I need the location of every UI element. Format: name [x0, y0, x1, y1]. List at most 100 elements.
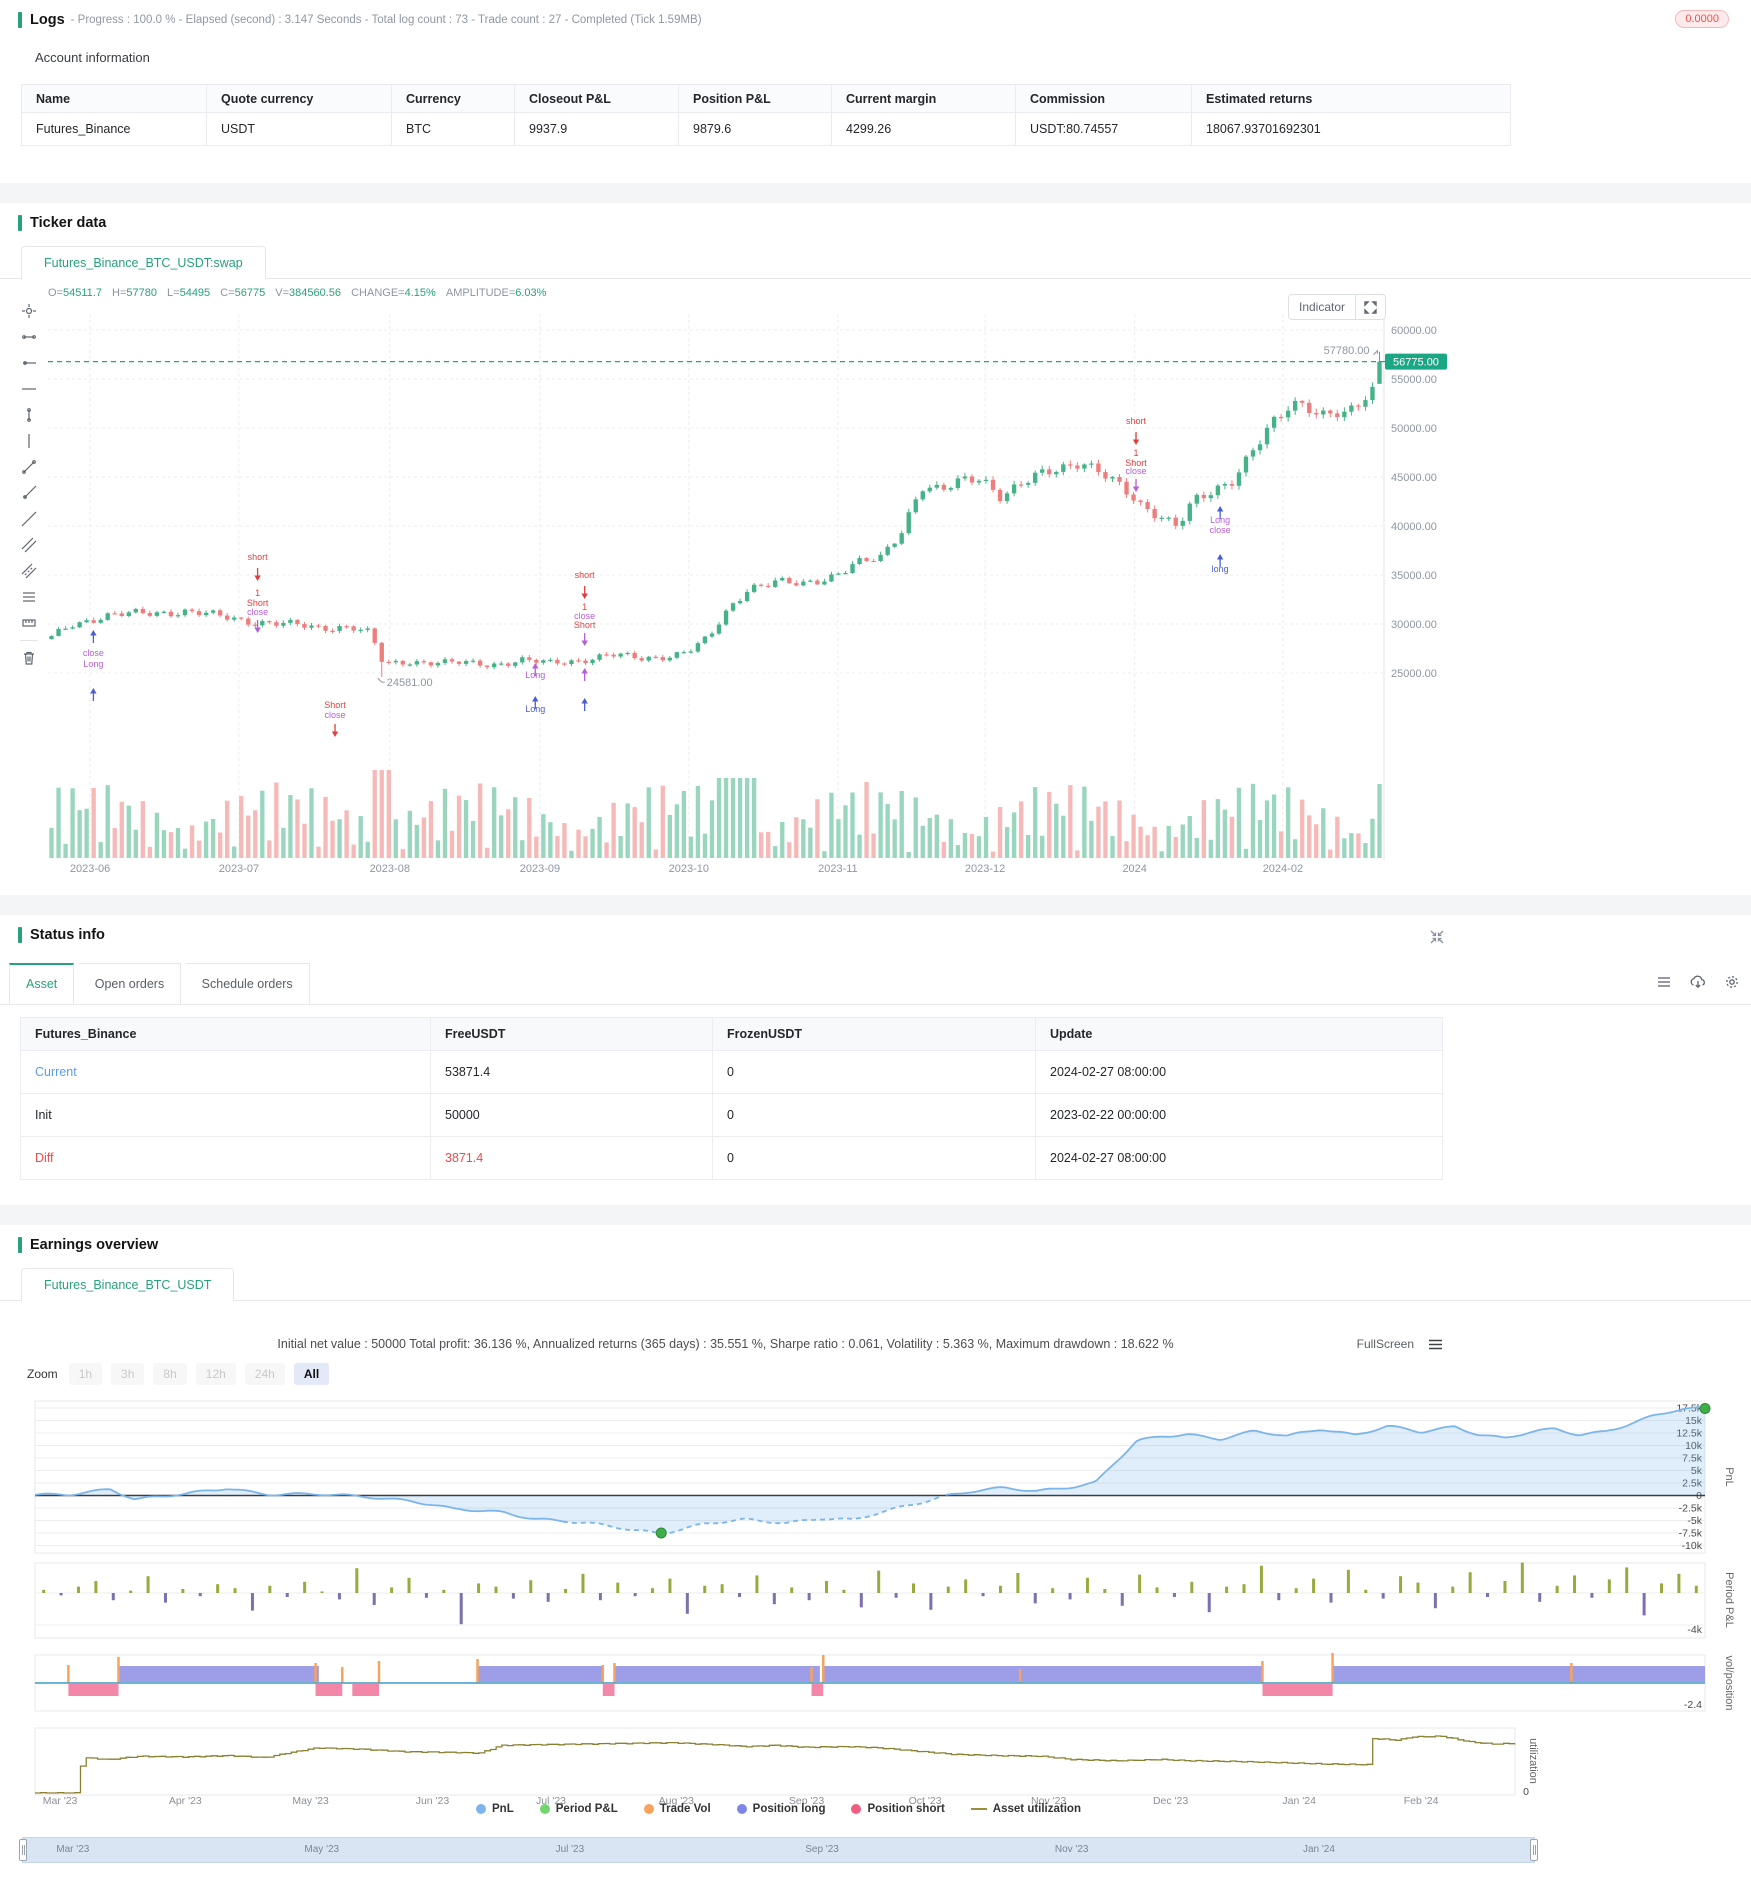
svg-text:Apr '23: Apr '23 — [169, 1795, 202, 1807]
tool-measure-icon[interactable] — [18, 614, 40, 632]
svg-text:40000.00: 40000.00 — [1391, 521, 1437, 533]
tool-horizontal-segment-icon[interactable] — [18, 328, 40, 346]
candlestick-chart[interactable]: O=54511.7 H=57780 L=54495 C=56775 V=3845… — [0, 278, 1751, 878]
log-error-badge[interactable]: 0.0000 — [1675, 10, 1729, 28]
tool-crosshair-icon[interactable] — [18, 302, 40, 320]
svg-text:close: close — [325, 710, 346, 720]
zoom-all-button[interactable]: All — [293, 1363, 330, 1385]
zoom-12h-button[interactable]: 12h — [195, 1363, 236, 1385]
earnings-chart[interactable]: 17.5k15k12.5k10k7.5k5k2.5k0-2.5k-5k-7.5k… — [0, 1393, 1751, 1808]
ticker-tabs: Futures_Binance_BTC_USDT:swap — [0, 245, 1751, 280]
legend-dot — [643, 1804, 654, 1814]
tool-vertical-line-icon[interactable] — [18, 432, 40, 450]
hamburger-menu-icon[interactable] — [1428, 1338, 1443, 1351]
trade-marker: Long Long — [525, 663, 545, 714]
cloud-download-icon[interactable] — [1689, 973, 1707, 991]
expand-icon[interactable] — [1356, 300, 1385, 314]
tool-fibonacci-icon[interactable] — [18, 588, 40, 606]
legend-item-asset-utilization[interactable]: Asset utilization — [970, 1803, 1081, 1815]
svg-text:-2.4: -2.4 — [1684, 1699, 1702, 1711]
svg-text:7.5k: 7.5k — [1682, 1453, 1703, 1465]
zoom-24h-button[interactable]: 24h — [244, 1363, 285, 1385]
cell-frozen-usdt: 0 — [712, 1136, 1036, 1180]
status-title: Status info — [30, 927, 105, 943]
trash-icon[interactable] — [18, 649, 40, 667]
fullscreen-label[interactable]: FullScreen — [1356, 1337, 1414, 1351]
ohlc-value: 57780 — [126, 287, 157, 299]
chart-legend: PnL Period P&L Trade Vol Position long P… — [0, 1803, 1557, 1815]
legend-label: Asset utilization — [992, 1803, 1081, 1815]
ticker-symbol-tab[interactable]: Futures_Binance_BTC_USDT:swap — [21, 246, 266, 280]
svg-text:30000.00: 30000.00 — [1391, 619, 1437, 631]
fullscreen-control[interactable]: FullScreen — [1357, 1337, 1443, 1351]
svg-text:-4k: -4k — [1687, 1624, 1702, 1636]
navigator-right-handle[interactable] — [1530, 1839, 1538, 1861]
tool-horizontal-line-icon[interactable] — [18, 380, 40, 398]
earnings-symbol-tab[interactable]: Futures_Binance_BTC_USDT — [21, 1268, 235, 1302]
svg-text:0: 0 — [1523, 1786, 1529, 1798]
column-header: Commission — [1015, 84, 1192, 113]
tool-parallel-lines-icon[interactable] — [18, 536, 40, 554]
current-price-badge: 56775.00 — [1385, 353, 1447, 370]
tool-horizontal-ray-icon[interactable] — [18, 354, 40, 372]
zoom-8h-button[interactable]: 8h — [153, 1363, 187, 1385]
svg-text:Long: Long — [525, 670, 545, 680]
svg-text:2023-11: 2023-11 — [818, 863, 858, 875]
account-information-table: Name Quote currency Currency Closeout P&… — [21, 84, 1511, 146]
navigator-left-handle[interactable] — [19, 1839, 27, 1861]
zoom-3h-button[interactable]: 3h — [111, 1363, 145, 1385]
svg-text:Short: Short — [247, 598, 269, 608]
tool-vertical-segment-icon[interactable] — [18, 406, 40, 424]
menu-icon[interactable] — [1655, 973, 1673, 991]
cell-currency: BTC — [391, 112, 515, 146]
ohlc-label: H= — [112, 287, 127, 299]
legend-dot — [736, 1804, 747, 1814]
earnings-tabs: Futures_Binance_BTC_USDT — [0, 1267, 1751, 1302]
candlestick-plot[interactable]: 2023-06 2023-07 2023-08 2023-09 2023-10 2023-… — [0, 278, 1751, 878]
legend-dot — [476, 1804, 487, 1814]
ohlc-label: V= — [275, 287, 290, 299]
svg-text:15k: 15k — [1685, 1415, 1703, 1427]
cell-update-time: 2024-02-27 08:00:00 — [1035, 1050, 1443, 1094]
navigator-label: Mar '23 — [56, 1844, 90, 1855]
tab-open-orders[interactable]: Open orders — [78, 963, 182, 1005]
svg-text:2024-02: 2024-02 — [1263, 863, 1303, 875]
legend-item-position-short[interactable]: Position short — [851, 1803, 945, 1815]
row-label-current[interactable]: Current — [20, 1050, 431, 1094]
row-label-diff: Diff — [20, 1136, 431, 1180]
svg-text:long: long — [1212, 564, 1229, 574]
svg-text:-10k: -10k — [1682, 1540, 1703, 1552]
svg-text:Period P&L: Period P&L — [1723, 1572, 1735, 1628]
tool-straight-line-icon[interactable] — [18, 510, 40, 528]
svg-text:2024: 2024 — [1122, 863, 1146, 875]
tab-asset[interactable]: Asset — [9, 963, 75, 1005]
zoom-1h-button[interactable]: 1h — [68, 1363, 103, 1385]
svg-text:Long: Long — [1210, 515, 1230, 525]
gear-icon[interactable] — [1723, 973, 1741, 991]
svg-text:2023-06: 2023-06 — [70, 863, 110, 875]
chart-navigator[interactable]: Mar '23 May '23 Jul '23 Sep '23 Nov '23 Jan '… — [19, 1837, 1538, 1863]
collapse-icon[interactable] — [1429, 929, 1445, 945]
cell-closeout-pnl: 9937.9 — [514, 112, 679, 146]
tool-trend-line-icon[interactable] — [18, 458, 40, 476]
ticker-header: Ticker data — [0, 203, 1751, 231]
cell-position-pnl: 9879.6 — [678, 112, 832, 146]
svg-text:Short: Short — [574, 620, 596, 630]
svg-text:45000.00: 45000.00 — [1391, 472, 1437, 484]
legend-line — [970, 1808, 987, 1810]
legend-item-period-pnl[interactable]: Period P&L — [539, 1803, 618, 1815]
tool-ray-icon[interactable] — [18, 484, 40, 502]
svg-text:50000.00: 50000.00 — [1391, 423, 1437, 435]
tab-schedule-orders[interactable]: Schedule orders — [185, 963, 310, 1005]
account-information-title: Account information — [35, 50, 150, 65]
svg-text:2023-08: 2023-08 — [370, 863, 410, 875]
column-header: Closeout P&L — [514, 84, 679, 113]
legend-item-pnl[interactable]: PnL — [476, 1803, 514, 1815]
section-separator — [0, 183, 1751, 203]
tool-price-channel-icon[interactable] — [18, 562, 40, 580]
legend-item-trade-vol[interactable]: Trade Vol — [643, 1803, 711, 1815]
legend-item-position-long[interactable]: Position long — [736, 1803, 825, 1815]
indicator-button[interactable]: Indicator — [1288, 294, 1387, 320]
